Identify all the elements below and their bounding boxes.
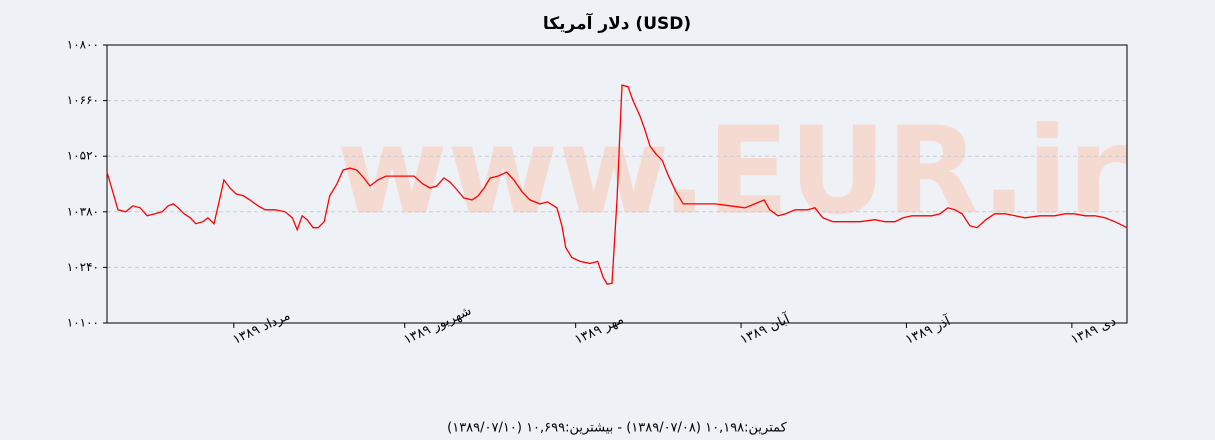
x-tick-label: شهریور ۱۳۸۹ <box>402 303 474 347</box>
plot-frame <box>106 44 1128 324</box>
chart-title: دلار آمریکا (USD) <box>543 12 691 34</box>
y-tick-label: ۱۰۲۴۰ <box>67 260 99 274</box>
y-tick-label: ۱۰۳۸۰ <box>67 204 99 218</box>
y-tick-label: ۱۰۵۲۰ <box>67 149 99 163</box>
y-tick-label: ۱۰۸۰۰ <box>67 38 99 52</box>
watermark: www.EUR.ir <box>337 103 1127 242</box>
x-tick-label: مهر ۱۳۸۹ <box>572 312 626 348</box>
x-tick-label: مرداد ۱۳۸۹ <box>231 308 293 348</box>
price-line <box>106 84 1128 285</box>
x-tick-label: آبان ۱۳۸۹ <box>737 309 793 347</box>
x-tick-label: دی ۱۳۸۹ <box>1069 314 1119 348</box>
y-tick-label: ۱۰۱۰۰ <box>67 316 99 330</box>
footer: کمترین:۱۰,۱۹۸ (۱۳۸۹/۰۷/۰۸) - بیشترین:۱۰,… <box>447 421 788 436</box>
y-tick-label: ۱۰۶۶۰ <box>67 93 99 107</box>
x-tick-label: آذر ۱۳۸۹ <box>902 312 954 348</box>
